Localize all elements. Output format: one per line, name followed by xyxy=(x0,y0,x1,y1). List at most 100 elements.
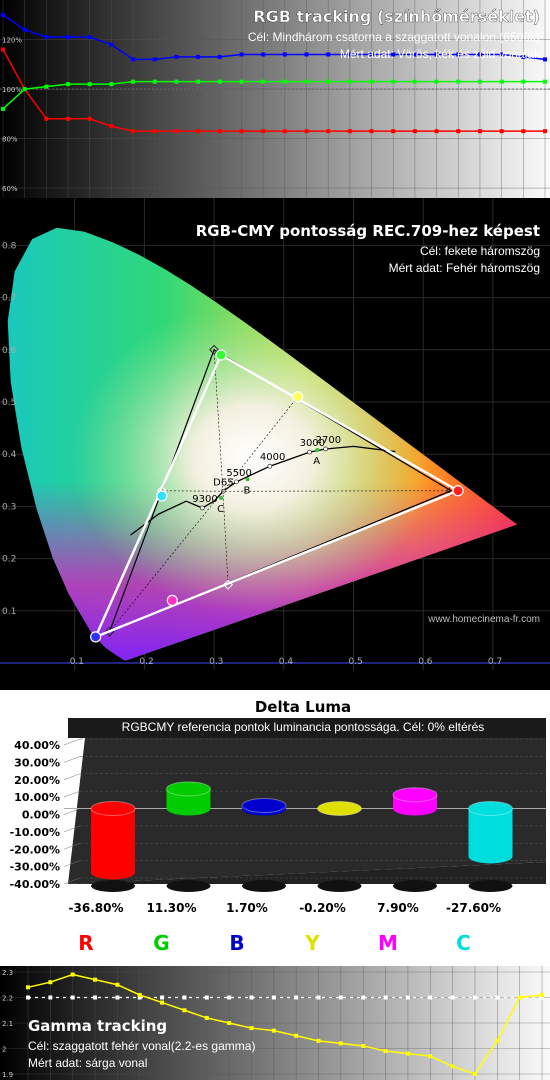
data-point xyxy=(217,129,222,134)
data-point xyxy=(109,82,114,87)
data-point xyxy=(477,79,482,84)
data-point xyxy=(472,1072,477,1076)
y-tick-label: 0.8 xyxy=(2,241,17,251)
target-point xyxy=(294,995,299,1000)
data-point xyxy=(261,52,266,57)
data-point xyxy=(361,1043,366,1048)
target-point xyxy=(137,995,142,1000)
cie-gamut-chart: 0.1 0.2 0.3 0.4 0.5 0.6 0.7 0.1 0.2 0.3 0.4 0.5 0.6 0… xyxy=(0,198,550,670)
grid-line xyxy=(63,773,81,780)
y-tick-label: -30.00% xyxy=(10,861,60,874)
bar-shadow xyxy=(317,880,362,892)
data-point xyxy=(196,129,201,134)
target-point xyxy=(70,995,75,1000)
data-point xyxy=(347,79,352,84)
data-point xyxy=(174,79,179,84)
data-label: 11.30% xyxy=(147,901,197,915)
bar-shadow xyxy=(91,880,135,892)
data-label: -27.60% xyxy=(446,901,501,915)
rgb-tracking-chart: 120% 100% 80% 60% RGB tracking (színhőmérsé… xyxy=(0,0,550,198)
illuminant-label: C xyxy=(217,504,224,515)
delta-luma-section: Delta Luma RGBCMY referencia pontok lumi… xyxy=(0,690,550,962)
data-point xyxy=(391,129,396,134)
chart-title: RGB-CMY pontosság REC.709-hez képest xyxy=(196,222,540,240)
data-point xyxy=(204,1015,209,1020)
data-point xyxy=(338,1041,343,1046)
target-point xyxy=(450,995,455,1000)
target-point xyxy=(316,995,321,1000)
bar-shadow xyxy=(166,880,211,892)
data-point xyxy=(369,129,374,134)
y-tick-label: 2.2 xyxy=(2,995,13,1003)
category-label: Y xyxy=(304,931,320,955)
data-point xyxy=(434,129,439,134)
data-point xyxy=(428,1054,433,1059)
planckian-locus xyxy=(130,445,396,536)
data-point xyxy=(174,54,179,59)
y-tick-label: 0.4 xyxy=(2,450,17,460)
data-point xyxy=(44,116,49,121)
data-point xyxy=(1,47,5,52)
illuminant-point xyxy=(245,477,250,482)
target-point xyxy=(93,995,98,1000)
grid-line xyxy=(63,877,81,885)
measured-point xyxy=(292,391,304,403)
data-point xyxy=(456,79,461,84)
data-point xyxy=(282,129,287,134)
data-point xyxy=(271,1028,276,1033)
y-tick-label: 2.3 xyxy=(2,969,13,977)
data-point xyxy=(383,1049,388,1054)
data-point xyxy=(521,54,526,59)
bar-shadow xyxy=(468,880,513,892)
grid-line xyxy=(63,860,81,867)
data-point xyxy=(261,79,266,84)
data-point xyxy=(405,1051,410,1056)
planckian-point xyxy=(323,446,328,452)
target-primary-marker xyxy=(209,344,220,355)
illuminant-point xyxy=(219,496,224,501)
bar-top xyxy=(468,801,513,816)
target-guide-line xyxy=(222,491,229,585)
data-point xyxy=(131,129,136,134)
y-tick-label: 0.1 xyxy=(2,607,16,617)
bar-top xyxy=(166,781,211,797)
measured-point xyxy=(166,594,178,606)
y-tick-label: 1.9 xyxy=(2,1071,13,1079)
target-point xyxy=(495,995,500,1000)
data-point xyxy=(412,52,417,57)
data-point xyxy=(391,52,396,57)
data-point xyxy=(70,972,75,977)
y-tick-label: 20.00% xyxy=(14,774,60,787)
planckian-label: 9300 xyxy=(192,494,217,505)
measured-point xyxy=(156,490,168,502)
y-tick-label: 40.00% xyxy=(14,739,60,752)
data-point xyxy=(249,1026,254,1031)
data-point xyxy=(217,79,222,84)
data-point xyxy=(369,52,374,57)
data-point xyxy=(499,52,504,57)
data-point xyxy=(499,129,504,134)
data-point xyxy=(109,124,114,129)
target-point xyxy=(361,995,366,1000)
series-line xyxy=(2,80,545,110)
y-tick-label: 0.2 xyxy=(2,555,16,565)
data-point xyxy=(282,52,287,57)
category-label: R xyxy=(78,931,93,955)
data-point xyxy=(304,129,309,134)
illuminant-label: B xyxy=(244,485,251,496)
y-tick-label: 30.00% xyxy=(14,756,60,769)
target-point xyxy=(48,995,53,1000)
data-point xyxy=(160,1000,165,1005)
data-point xyxy=(66,82,71,87)
x-tick-label: 0.5 xyxy=(349,657,363,667)
data-point xyxy=(217,54,222,59)
data-point xyxy=(48,980,53,985)
planckian-point xyxy=(307,449,312,455)
illuminant-point xyxy=(315,448,320,453)
category-label: G xyxy=(153,931,169,955)
data-point xyxy=(495,1038,500,1043)
bar-bottom xyxy=(91,865,135,880)
data-point xyxy=(517,995,522,1000)
x-tick-label: 0.1 xyxy=(70,657,84,667)
data-point xyxy=(261,129,266,134)
